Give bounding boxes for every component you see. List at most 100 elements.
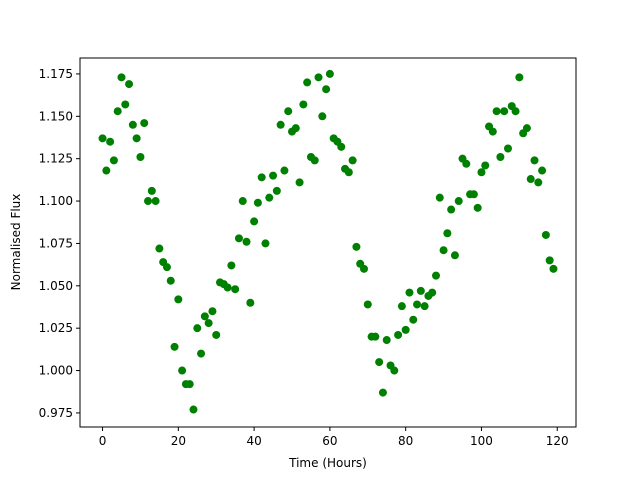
y-tick-label: 1.150 (39, 109, 73, 123)
point (280, 166, 289, 175)
y-tick-label: 1.050 (39, 279, 73, 293)
point (314, 73, 323, 82)
point (253, 198, 262, 207)
point (477, 168, 486, 177)
point (144, 197, 153, 206)
point (102, 166, 111, 175)
point (257, 173, 266, 182)
point (272, 186, 281, 195)
y-tick-label: 1.075 (39, 236, 73, 250)
point (204, 319, 213, 328)
point (299, 100, 308, 109)
point (166, 276, 175, 285)
point (337, 142, 346, 151)
point (496, 152, 505, 161)
point (428, 288, 437, 297)
point (325, 69, 334, 78)
point (515, 73, 524, 82)
point (538, 166, 547, 175)
point (132, 134, 141, 143)
point (503, 144, 512, 153)
point (344, 168, 353, 177)
point (185, 380, 194, 389)
point (128, 120, 137, 129)
point (136, 152, 145, 161)
point (151, 197, 160, 206)
point (481, 161, 490, 170)
x-tick-label: 80 (398, 434, 413, 448)
point (223, 283, 232, 292)
point (469, 190, 478, 199)
point (147, 186, 156, 195)
point (246, 298, 255, 307)
point (238, 197, 247, 206)
y-tick-label: 1.100 (39, 194, 73, 208)
point (420, 302, 429, 311)
point (359, 264, 368, 273)
point (526, 175, 535, 184)
point (227, 261, 236, 270)
point (284, 107, 293, 116)
point (450, 251, 459, 260)
point (435, 193, 444, 202)
point (197, 349, 206, 358)
point (212, 330, 221, 339)
point (310, 156, 319, 165)
x-tick-label: 20 (171, 434, 186, 448)
y-axis-label: Normalised Flux (9, 194, 23, 291)
y-tick-label: 0.975 (39, 406, 73, 420)
point (390, 366, 399, 375)
point (322, 85, 331, 94)
point (291, 124, 300, 133)
point (473, 203, 482, 212)
point (530, 156, 539, 165)
point (378, 388, 387, 397)
point (276, 120, 285, 129)
point (117, 73, 126, 82)
point (454, 197, 463, 206)
point (416, 286, 425, 295)
point (511, 107, 520, 116)
point (189, 405, 198, 414)
y-tick-label: 1.000 (39, 364, 73, 378)
point (443, 229, 452, 238)
point (208, 307, 217, 316)
point (265, 193, 274, 202)
point (140, 119, 149, 128)
point (401, 325, 410, 334)
point (155, 244, 164, 253)
x-axis-label: Time (Hours) (288, 456, 367, 470)
point (541, 230, 550, 239)
point (492, 107, 501, 116)
y-tick-label: 1.025 (39, 321, 73, 335)
x-tick-label: 0 (99, 434, 107, 448)
point (242, 237, 251, 246)
point (439, 246, 448, 255)
x-tick-label: 120 (546, 434, 569, 448)
point (121, 100, 130, 109)
point (488, 127, 497, 136)
point (178, 366, 187, 375)
point (269, 171, 278, 180)
x-tick-label: 40 (246, 434, 261, 448)
point (522, 124, 531, 133)
point (431, 271, 440, 280)
point (231, 285, 240, 294)
point (125, 80, 134, 89)
point (549, 264, 558, 273)
point (98, 134, 107, 143)
point (106, 137, 115, 146)
plot-frame (79, 57, 577, 428)
y-tick-label: 1.125 (39, 152, 73, 166)
x-tick-label: 60 (322, 434, 337, 448)
point (363, 300, 372, 309)
point (174, 295, 183, 304)
point (170, 342, 179, 351)
point (375, 358, 384, 367)
point (250, 217, 259, 226)
point (109, 156, 118, 165)
point (500, 107, 509, 116)
y-tick-label: 1.175 (39, 67, 73, 81)
point (409, 315, 418, 324)
